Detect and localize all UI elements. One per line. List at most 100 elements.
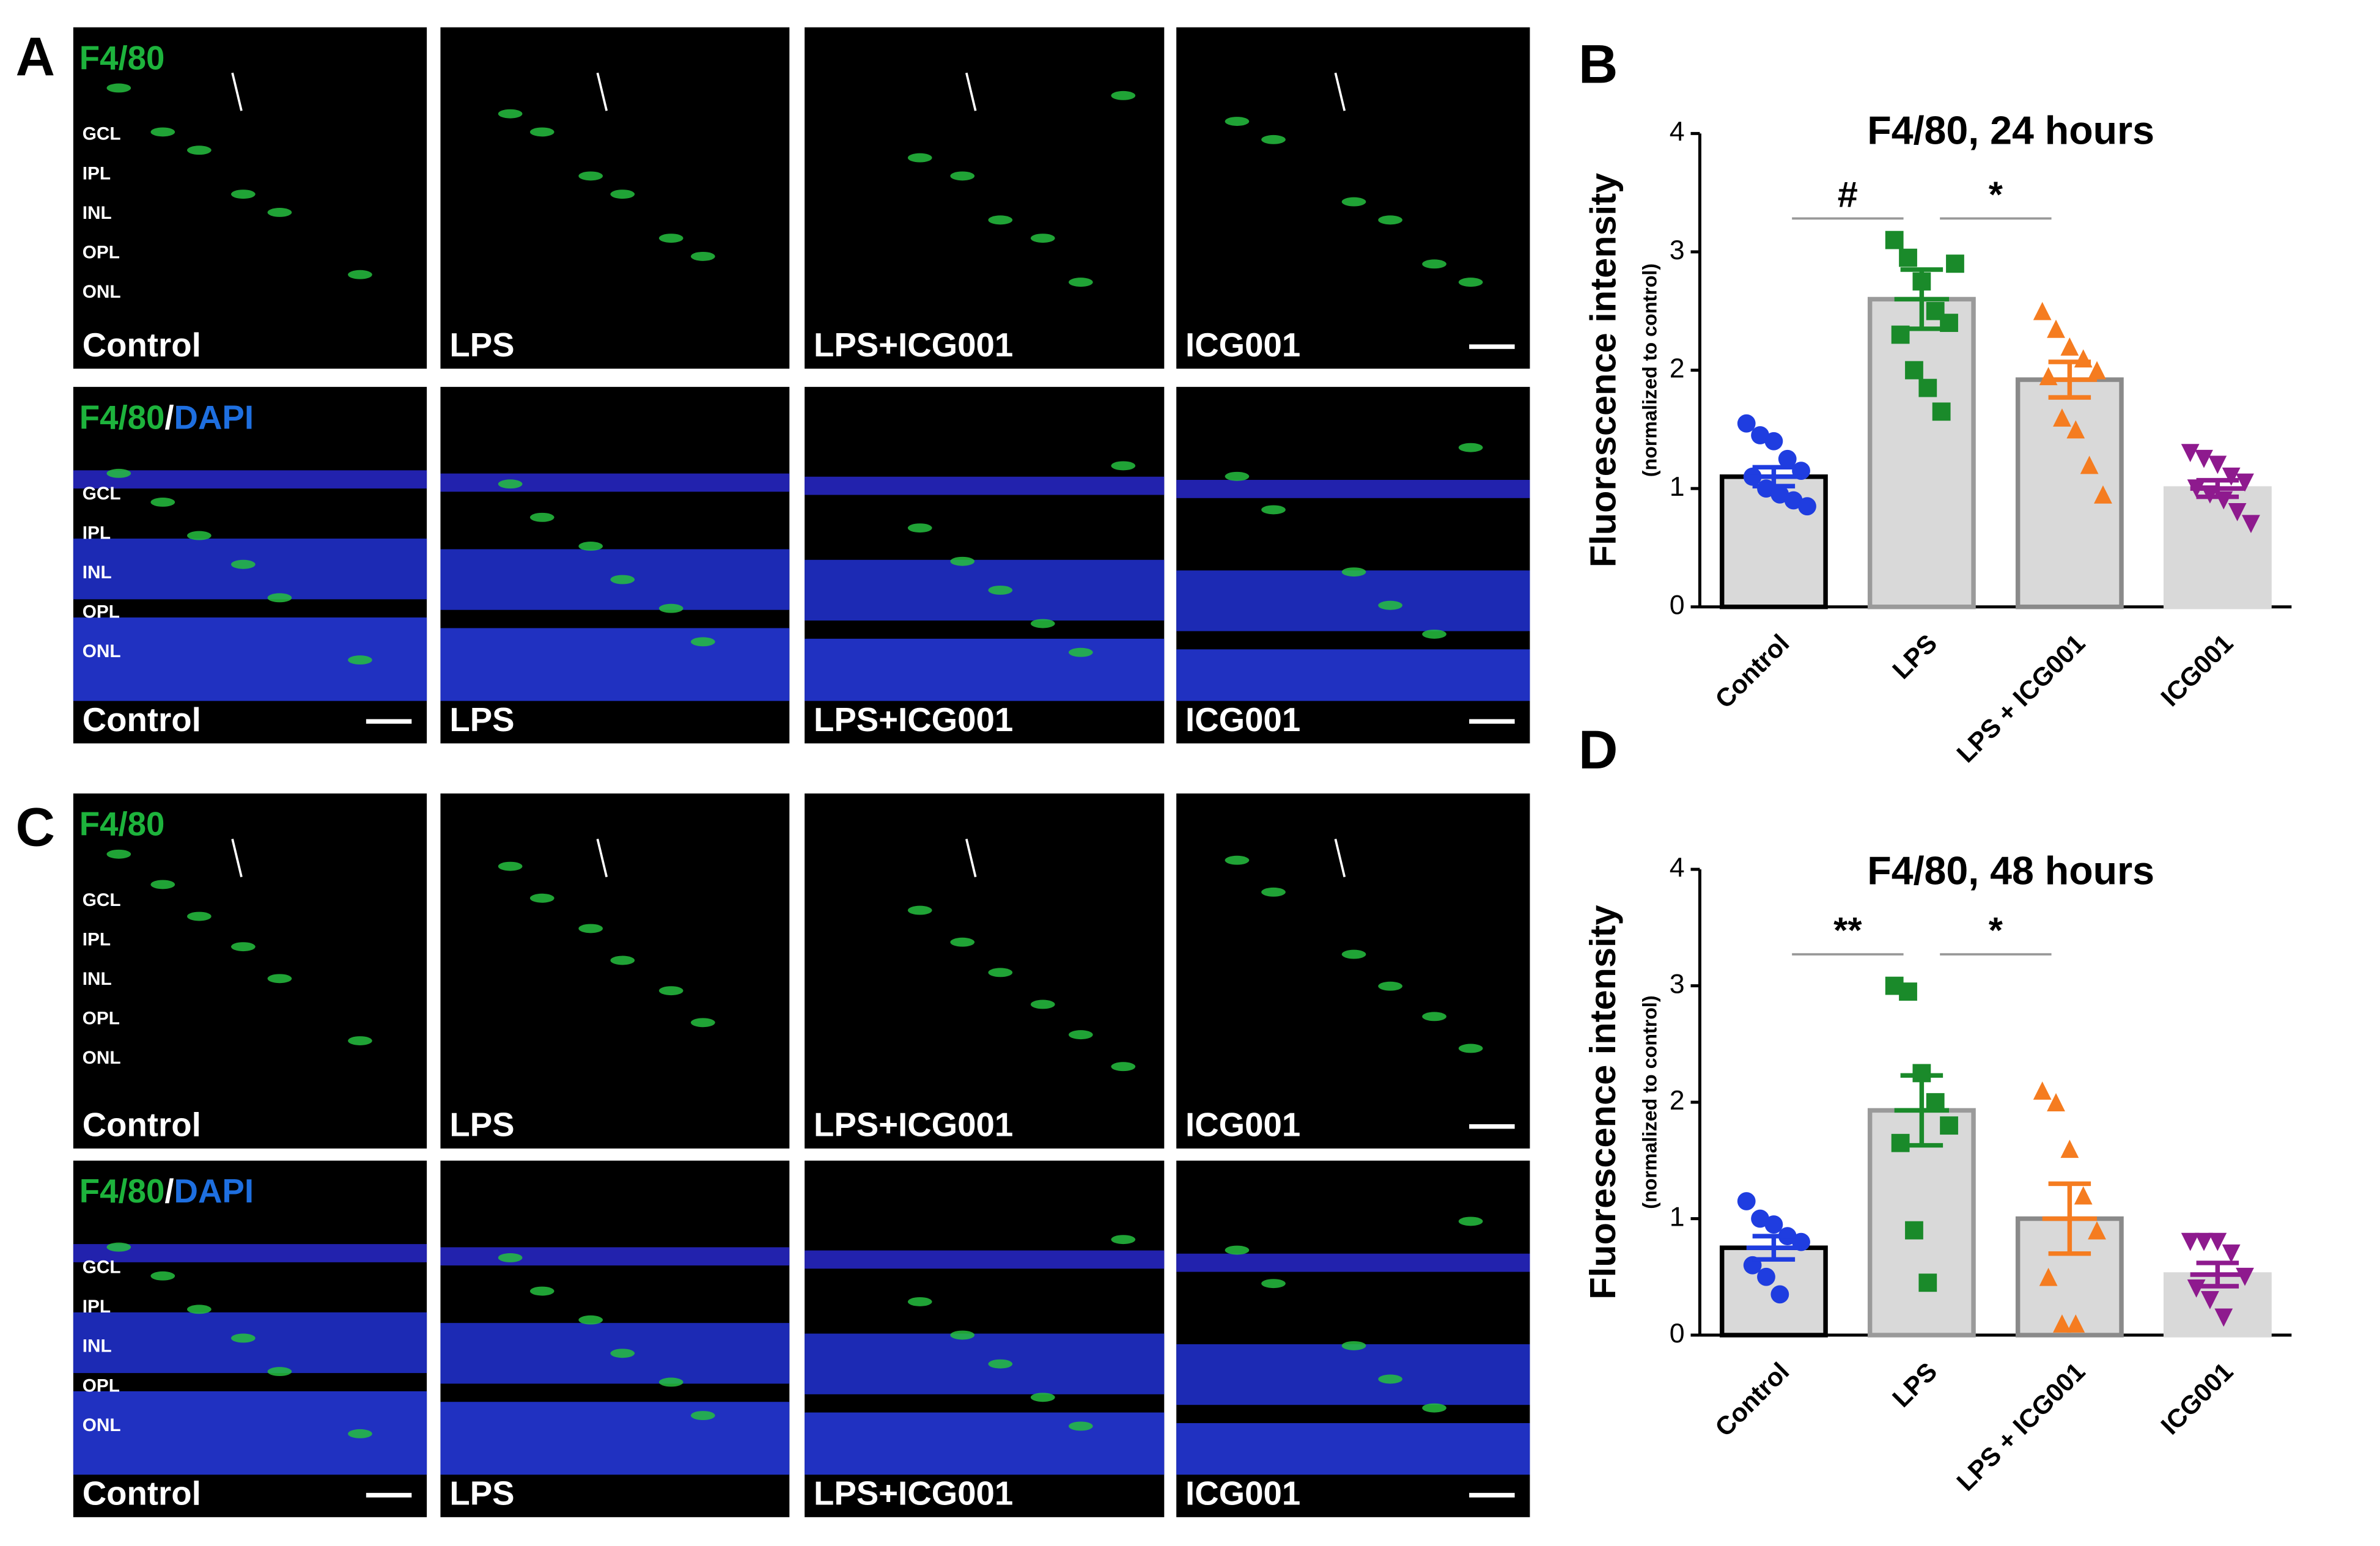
layer-label: OPL	[83, 242, 120, 262]
microglia	[267, 974, 292, 984]
chart-title: F4/80, 48 hours	[1867, 849, 2154, 893]
data-point	[1751, 1209, 1769, 1228]
microglia	[348, 1036, 372, 1045]
condition-label: LPS	[449, 1475, 514, 1512]
data-point	[1784, 491, 1803, 510]
data-point	[1770, 485, 1789, 504]
condition-label: LPS+ICG001	[814, 701, 1013, 738]
scale-bar	[366, 1493, 412, 1498]
y-tick-label: 4	[1670, 853, 1685, 883]
nuclei-band	[1176, 1253, 1530, 1272]
microglia	[529, 1286, 554, 1296]
microglia	[658, 986, 683, 996]
data-point	[1885, 230, 1904, 249]
data-point	[2222, 467, 2241, 486]
microglia	[498, 109, 523, 119]
x-tick-label: LPS	[1887, 1357, 1942, 1413]
significance-label: #	[1838, 174, 1858, 215]
layer-label: OPL	[83, 1375, 120, 1396]
data-point	[2066, 1314, 2085, 1333]
stain-label: F4/80	[79, 806, 165, 843]
data-point	[1770, 1285, 1789, 1304]
microglia	[1225, 117, 1250, 126]
layer-label: ONL	[83, 282, 121, 302]
microglia	[187, 1305, 212, 1314]
microglia	[106, 83, 131, 93]
nuclei-band	[1176, 1344, 1530, 1405]
data-point	[1905, 361, 1923, 380]
stain-label: F4/80	[79, 40, 165, 77]
microglia	[1422, 259, 1446, 269]
data-point	[1737, 1192, 1756, 1210]
stain-name: F4/80	[79, 399, 165, 436]
microglia	[690, 1018, 715, 1028]
microglia	[1068, 1421, 1093, 1431]
microglia	[1458, 443, 1483, 452]
nuclei-band	[440, 1247, 790, 1266]
data-point	[2060, 337, 2079, 356]
microglia	[1378, 1374, 1402, 1384]
microglia	[1341, 1341, 1366, 1350]
micrograph	[73, 27, 427, 369]
microglia	[150, 880, 175, 889]
layer-label: GCL	[83, 1257, 121, 1278]
stain-label: F4/80/DAPI	[79, 1173, 254, 1210]
microglia	[690, 637, 715, 647]
data-point	[1899, 982, 1917, 1001]
data-point	[2088, 361, 2106, 380]
microglia	[578, 542, 603, 551]
condition-label: Control	[83, 1475, 201, 1512]
nuclei-band	[1176, 649, 1530, 701]
y-tick-label: 2	[1670, 353, 1685, 383]
condition-label: Control	[83, 701, 201, 738]
y-axis-label: Fluorescence intensity	[1582, 173, 1623, 567]
microglia	[578, 1315, 603, 1325]
microglia	[150, 498, 175, 507]
data-point	[2074, 349, 2093, 368]
microglia	[690, 251, 715, 261]
data-point	[1798, 497, 1816, 516]
microglia	[1458, 1217, 1483, 1226]
layer-label: OPL	[83, 1009, 120, 1029]
data-point	[2242, 515, 2260, 534]
stain-name: F4/80	[79, 40, 165, 77]
bar	[2163, 486, 2272, 609]
nuclei-band	[805, 1250, 1165, 1269]
microglia	[1030, 234, 1055, 243]
condition-label: Control	[83, 326, 201, 364]
data-point	[1946, 254, 1964, 273]
nuclei-band	[73, 617, 427, 701]
condition-label: ICG001	[1185, 701, 1300, 738]
layer-label: IPL	[83, 1297, 111, 1317]
microglia	[1225, 855, 1250, 865]
data-point	[2047, 319, 2065, 338]
data-point	[2080, 455, 2099, 474]
microglia	[1030, 619, 1055, 628]
microglia	[348, 270, 372, 279]
microglia	[658, 1377, 683, 1387]
y-tick-label: 3	[1670, 969, 1685, 999]
condition-label: Control	[83, 1106, 201, 1143]
layer-label: OPL	[83, 602, 120, 622]
microglia	[1261, 505, 1286, 515]
layer-label: ONL	[83, 1048, 121, 1068]
data-point	[2088, 1221, 2106, 1240]
y-tick-label: 0	[1670, 1319, 1685, 1349]
microglia	[950, 1330, 975, 1340]
microglia	[1030, 1393, 1055, 1402]
microglia	[907, 905, 932, 915]
arrow	[1334, 839, 1346, 877]
microglia	[950, 937, 975, 947]
significance-label: *	[1989, 174, 2003, 215]
arrow	[1334, 72, 1346, 111]
microglia	[610, 1349, 635, 1358]
data-point	[2181, 1232, 2200, 1251]
scale-bar	[1469, 344, 1515, 349]
condition-label: LPS+ICG001	[814, 1106, 1013, 1143]
data-point	[2208, 1232, 2227, 1251]
condition-label: LPS+ICG001	[814, 1475, 1013, 1512]
stain-label: F4/80/DAPI	[79, 399, 254, 436]
microglia	[529, 893, 554, 903]
microglia	[1422, 1012, 1446, 1021]
